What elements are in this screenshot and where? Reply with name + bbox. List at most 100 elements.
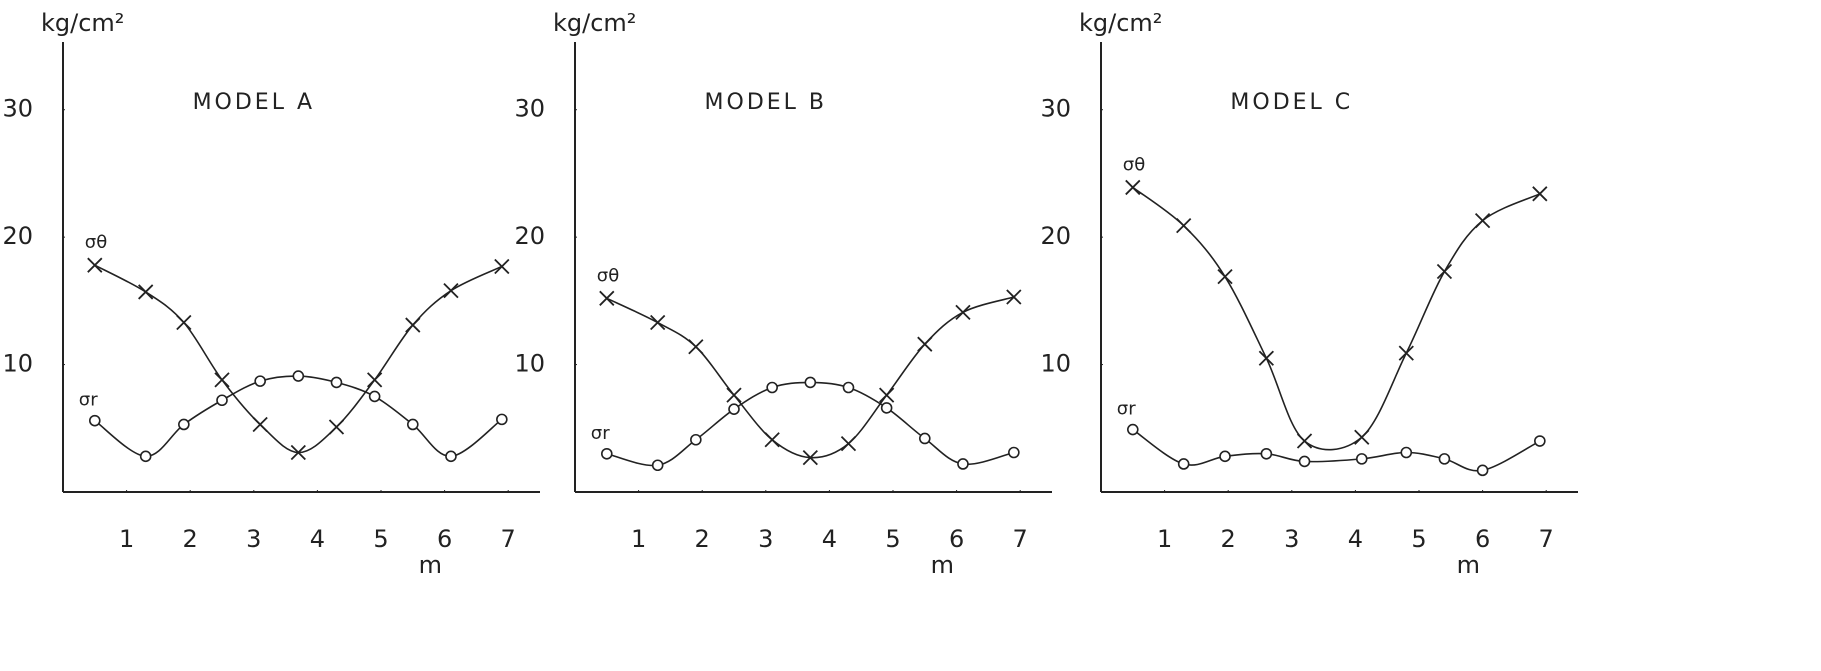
x-tick-label: 1 bbox=[1157, 525, 1172, 553]
y-tick-label: 20 bbox=[514, 222, 545, 250]
x-axis-label: m bbox=[931, 551, 954, 579]
series-label: σθ bbox=[85, 232, 107, 253]
marker-circle bbox=[766, 381, 778, 394]
series-label: σr bbox=[591, 423, 610, 444]
marker-x bbox=[650, 314, 666, 331]
x-tick-label: 6 bbox=[437, 525, 452, 553]
marker-circle bbox=[1298, 455, 1311, 468]
marker-circle bbox=[1534, 435, 1546, 447]
marker-circle bbox=[1400, 446, 1413, 459]
marker-circle bbox=[1438, 453, 1451, 465]
marker-circle bbox=[330, 376, 343, 389]
marker-circle bbox=[368, 390, 381, 403]
x-tick-label: 5 bbox=[373, 525, 388, 553]
marker-circle bbox=[600, 447, 613, 460]
marker-circle bbox=[1219, 450, 1231, 463]
x-tick-label: 4 bbox=[822, 525, 837, 553]
marker-x bbox=[917, 336, 933, 352]
x-tick-label: 1 bbox=[631, 525, 646, 553]
x-tick-label: 6 bbox=[1475, 525, 1490, 553]
x-tick-label: 3 bbox=[246, 525, 261, 553]
marker-x bbox=[176, 314, 192, 331]
x-tick-label: 4 bbox=[310, 525, 325, 553]
marker-x bbox=[1176, 218, 1192, 234]
series-label: σr bbox=[1117, 399, 1136, 420]
marker-x bbox=[405, 317, 421, 333]
marker-circle bbox=[1355, 453, 1368, 465]
marker-circle bbox=[918, 432, 931, 445]
marker-circle bbox=[690, 433, 702, 446]
x-axis-label: m bbox=[1457, 551, 1480, 579]
x-tick-label: 3 bbox=[1284, 525, 1299, 553]
marker-circle bbox=[804, 376, 817, 389]
marker-circle bbox=[178, 418, 190, 431]
marker-x bbox=[494, 258, 510, 275]
marker-circle bbox=[496, 413, 508, 426]
marker-x bbox=[726, 387, 742, 403]
x-tick-label: 2 bbox=[695, 525, 710, 553]
marker-circle bbox=[1127, 423, 1139, 436]
marker-circle bbox=[89, 414, 101, 427]
x-tick-label: 7 bbox=[1539, 525, 1554, 553]
series-line bbox=[606, 381, 1015, 467]
marker-x bbox=[367, 372, 383, 388]
marker-x bbox=[1006, 289, 1022, 305]
marker-x bbox=[1125, 179, 1141, 196]
y-tick-label: 30 bbox=[1040, 95, 1071, 123]
marker-circle bbox=[292, 370, 305, 382]
marker-circle bbox=[216, 394, 228, 407]
marker-x bbox=[802, 449, 818, 466]
marker-circle bbox=[728, 403, 740, 415]
series-line bbox=[94, 375, 503, 458]
marker-circle bbox=[406, 418, 419, 431]
chart-title: MODEL B bbox=[705, 90, 827, 115]
marker-x bbox=[1217, 269, 1233, 285]
x-tick-label: 2 bbox=[1221, 525, 1236, 553]
marker-circle bbox=[1476, 464, 1489, 477]
marker-x bbox=[688, 339, 704, 355]
x-tick-label: 6 bbox=[949, 525, 964, 553]
y-tick-label: 10 bbox=[514, 350, 545, 378]
x-tick-label: 7 bbox=[501, 525, 516, 553]
series-label: σr bbox=[79, 390, 98, 411]
x-tick-label: 1 bbox=[119, 525, 134, 553]
marker-x bbox=[290, 444, 306, 461]
chart-title: MODEL A bbox=[193, 90, 315, 115]
marker-x bbox=[1354, 429, 1370, 445]
marker-x bbox=[87, 257, 103, 273]
y-axis-label: kg/cm² bbox=[553, 9, 636, 37]
marker-circle bbox=[842, 381, 855, 394]
x-tick-label: 7 bbox=[1013, 525, 1028, 553]
y-tick-label: 20 bbox=[1040, 222, 1071, 250]
series-line bbox=[1132, 186, 1541, 451]
marker-x bbox=[955, 304, 971, 320]
x-tick-label: 3 bbox=[758, 525, 773, 553]
x-tick-label: 2 bbox=[183, 525, 198, 553]
marker-x bbox=[599, 290, 615, 306]
y-tick-label: 20 bbox=[2, 222, 33, 250]
y-tick-label: 10 bbox=[1040, 350, 1071, 378]
marker-x bbox=[443, 283, 459, 299]
series-label: σθ bbox=[597, 265, 619, 286]
series-line bbox=[1132, 428, 1541, 472]
marker-x bbox=[1296, 433, 1313, 449]
marker-x bbox=[1258, 350, 1274, 366]
marker-x bbox=[214, 372, 230, 388]
marker-x bbox=[1474, 212, 1491, 229]
marker-circle bbox=[139, 450, 152, 463]
x-tick-label: 5 bbox=[1411, 525, 1426, 553]
series-line bbox=[94, 264, 503, 454]
y-tick-label: 10 bbox=[2, 350, 33, 378]
marker-x bbox=[328, 419, 345, 435]
series-label: σθ bbox=[1123, 154, 1145, 175]
marker-circle bbox=[1177, 458, 1190, 470]
marker-circle bbox=[254, 375, 266, 387]
marker-x bbox=[1436, 263, 1453, 280]
marker-x bbox=[840, 435, 857, 452]
marker-x bbox=[764, 432, 780, 448]
marker-x bbox=[1398, 345, 1414, 361]
marker-circle bbox=[880, 402, 893, 414]
y-tick-label: 30 bbox=[2, 95, 33, 123]
marker-x bbox=[138, 284, 154, 300]
